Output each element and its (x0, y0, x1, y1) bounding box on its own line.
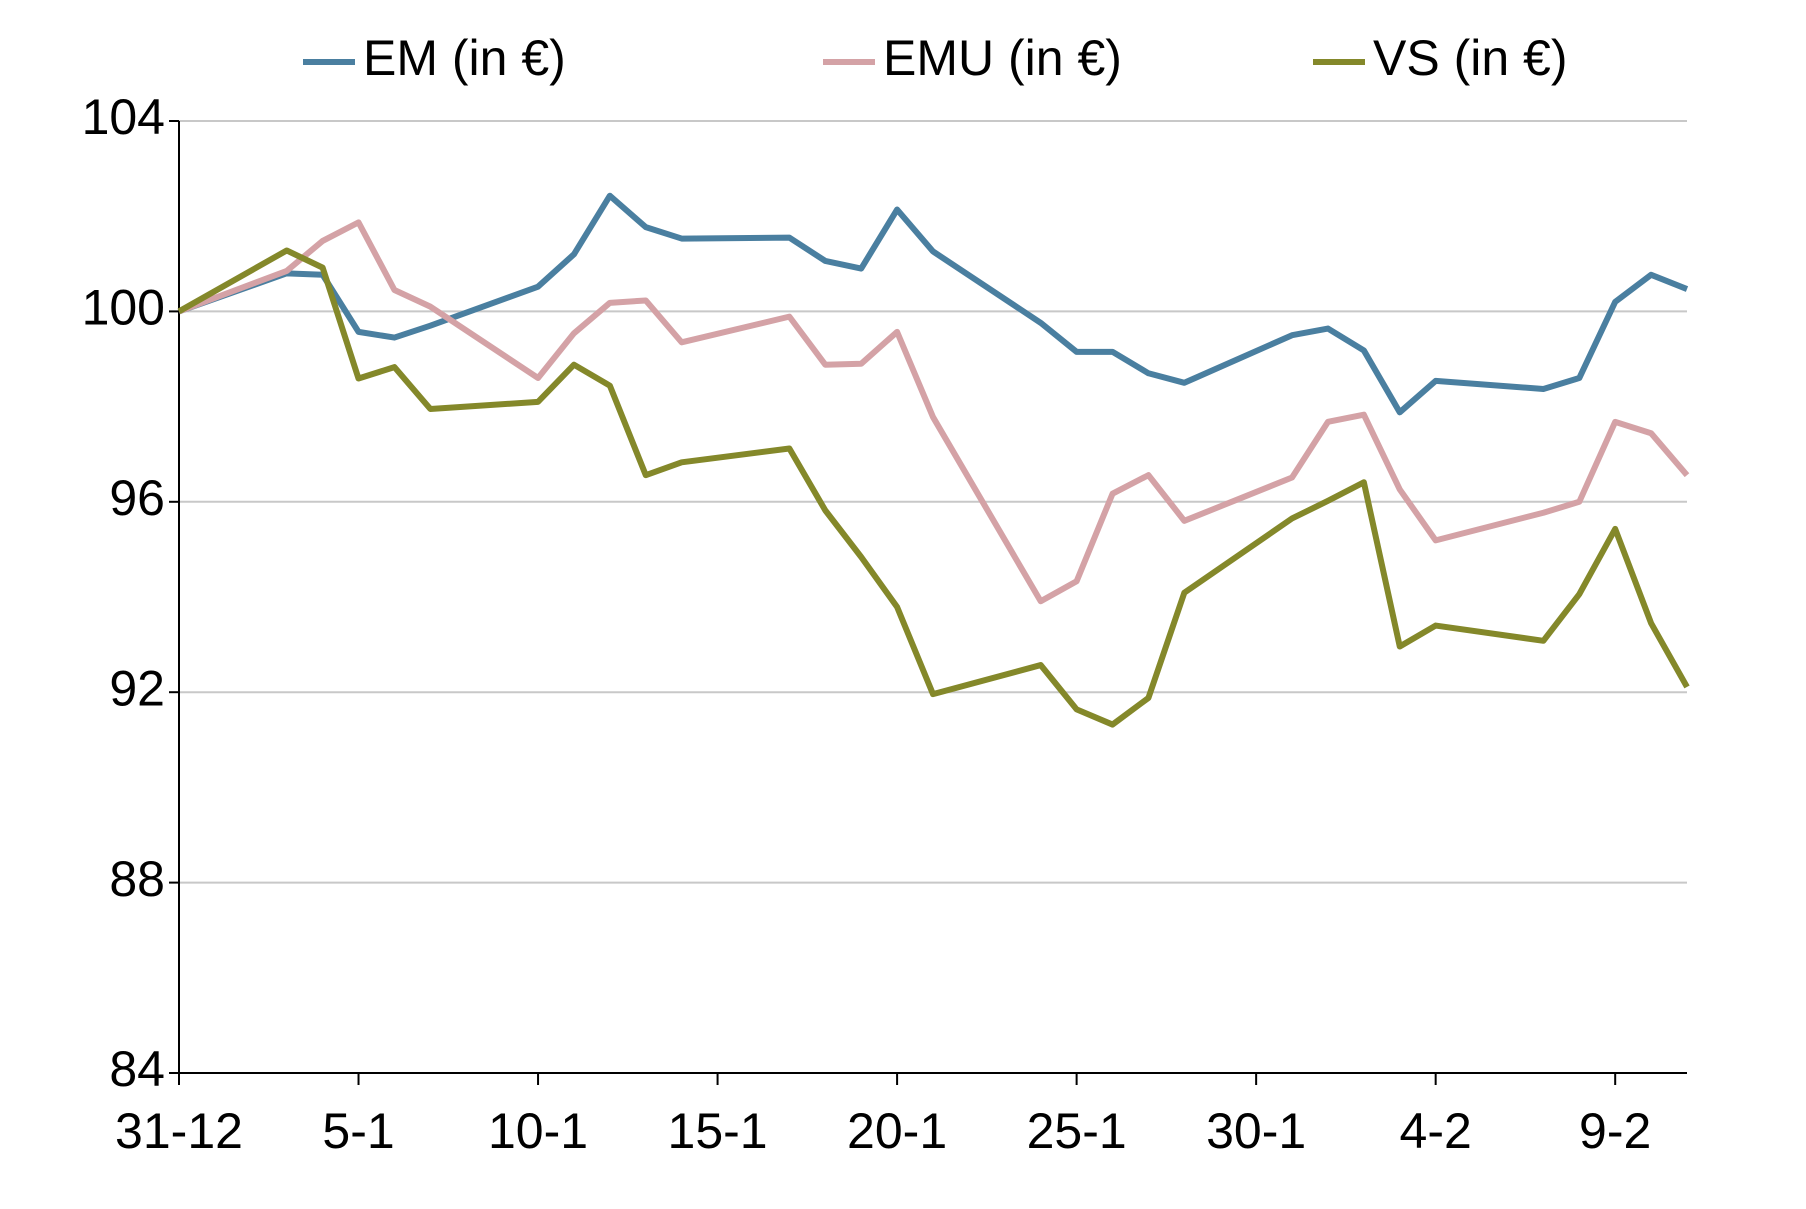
y-tick-label: 96 (109, 470, 165, 526)
legend-label: EMU (in €) (883, 30, 1122, 86)
x-tick-label: 20-1 (847, 1103, 947, 1159)
x-tick-label: 31-12 (115, 1103, 243, 1159)
x-tick-label: 4-2 (1400, 1103, 1472, 1159)
x-tick-label: 30-1 (1206, 1103, 1306, 1159)
legend-label: VS (in €) (1373, 30, 1568, 86)
legend-label: EM (in €) (363, 30, 566, 86)
y-tick-label: 100 (82, 280, 165, 336)
x-tick-label: 15-1 (668, 1103, 768, 1159)
line-series (178, 192, 1689, 416)
y-tick-label: 84 (109, 1041, 165, 1097)
x-tick-label: 5-1 (322, 1103, 394, 1159)
x-tick-label: 25-1 (1027, 1103, 1127, 1159)
y-tick-label: 92 (109, 660, 165, 716)
x-tick-label: 9-2 (1579, 1103, 1651, 1159)
line-series (177, 219, 1690, 605)
y-tick-label: 104 (82, 89, 165, 145)
line-series (177, 247, 1690, 728)
x-tick-label: 10-1 (488, 1103, 588, 1159)
y-tick-label: 88 (109, 851, 165, 907)
